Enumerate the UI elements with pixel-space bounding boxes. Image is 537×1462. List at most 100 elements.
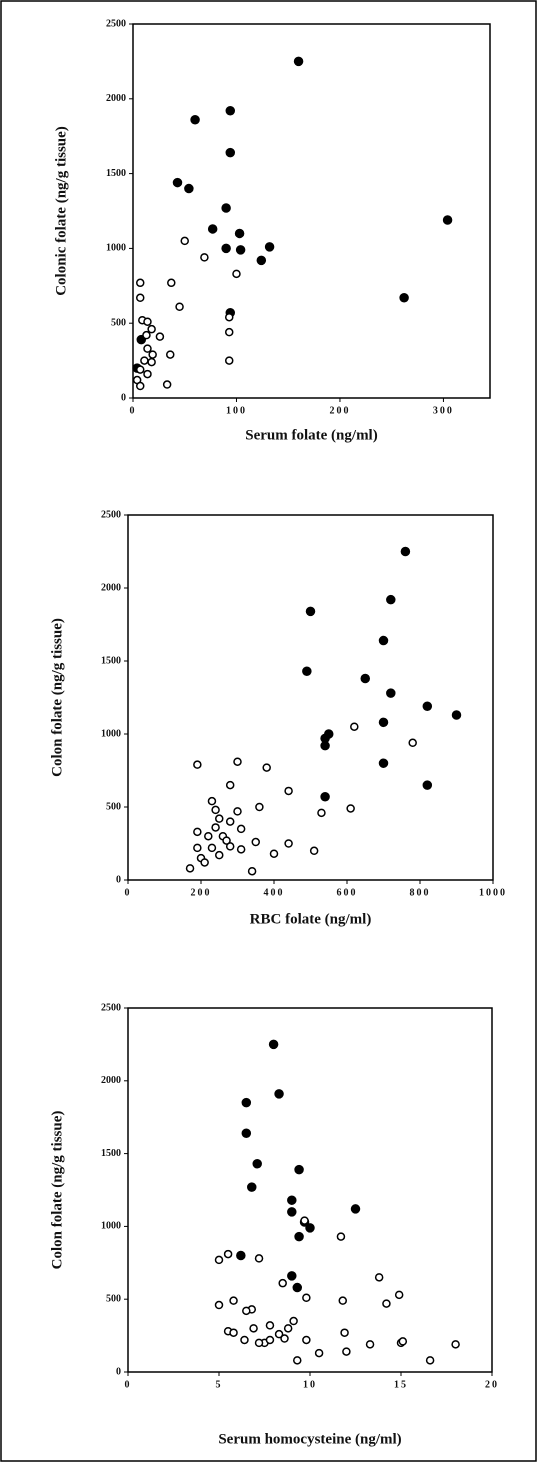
open-point (451, 1340, 460, 1349)
open-point (225, 817, 235, 826)
open-point (204, 831, 213, 841)
filled-point (235, 245, 246, 255)
open-point (155, 332, 165, 341)
open-point (147, 357, 156, 367)
open-point (214, 1255, 224, 1265)
filled-point (256, 255, 267, 266)
open-point (317, 808, 326, 818)
y-tick-label: 1000 (101, 1221, 121, 1232)
filled-point (225, 106, 236, 116)
filled-point (252, 1159, 262, 1169)
x-tick-label: 0 (125, 1379, 132, 1390)
open-point (143, 369, 152, 379)
filled-point (451, 710, 462, 720)
open-point (193, 827, 202, 837)
open-point (365, 1340, 375, 1349)
filled-point (378, 635, 389, 646)
open-point (142, 330, 151, 340)
open-point (135, 278, 145, 288)
x-tick-label: 200 (191, 887, 212, 898)
open-point (236, 845, 246, 854)
open-point (229, 1328, 238, 1337)
x-axis-label: Serum folate (ng/ml) (245, 427, 377, 443)
filled-point (287, 1271, 297, 1281)
open-point (224, 356, 234, 365)
x-tick-label: 400 (264, 887, 285, 898)
open-point (300, 1216, 309, 1225)
open-point (236, 824, 246, 834)
y-tick-label: 0 (116, 1366, 121, 1377)
open-point (278, 1278, 287, 1288)
open-point (211, 823, 220, 832)
filled-point (422, 780, 433, 790)
y-tick-label: 0 (116, 874, 121, 885)
open-point (167, 278, 176, 288)
open-point (135, 293, 145, 303)
y-tick-label: 2500 (106, 18, 126, 29)
filled-point (378, 717, 389, 728)
open-point (215, 814, 224, 823)
filled-point (400, 546, 411, 557)
x-tick-label: 800 (410, 887, 431, 898)
y-tick-label: 2000 (101, 1075, 121, 1086)
open-point (338, 1296, 348, 1305)
open-point (200, 253, 209, 262)
open-point (340, 1328, 349, 1337)
filled-point (320, 792, 330, 802)
y-tick-label: 2000 (101, 582, 121, 593)
open-point (140, 356, 149, 365)
open-point (224, 327, 234, 337)
y-tick-label: 1500 (101, 655, 121, 666)
open-point (200, 858, 209, 867)
filled-point (241, 1097, 252, 1108)
filled-point (292, 1282, 303, 1293)
filled-point (293, 56, 304, 67)
filled-point (274, 1089, 284, 1099)
plot-frame (132, 23, 491, 399)
filled-point (294, 1164, 304, 1175)
open-point (225, 780, 235, 790)
y-tick-label: 1000 (101, 728, 121, 739)
open-point (143, 317, 152, 326)
open-point (162, 380, 172, 389)
open-point (346, 804, 355, 813)
filled-point (207, 224, 218, 234)
open-point (232, 269, 241, 279)
filled-point (287, 1207, 297, 1217)
open-point (166, 350, 175, 359)
open-point (394, 1290, 404, 1300)
open-point (215, 850, 224, 860)
open-point (284, 786, 293, 796)
open-point (302, 1293, 311, 1302)
filled-point (190, 114, 200, 125)
open-point (398, 1337, 408, 1346)
filled-point (386, 594, 396, 605)
open-point (249, 1324, 258, 1333)
open-point (254, 1254, 264, 1263)
x-tick-label: 15 (394, 1379, 408, 1390)
open-point (262, 763, 271, 772)
open-point (269, 849, 279, 858)
open-point (240, 1335, 249, 1345)
y-tick-label: 2000 (106, 93, 126, 104)
y-tick-label: 2500 (101, 1002, 121, 1013)
x-axis-label: RBC folate (ng/ml) (250, 911, 372, 927)
open-point (147, 324, 156, 334)
open-point (223, 1249, 233, 1259)
y-axis-label: Colon folate (ng/g tissue) (49, 618, 65, 777)
open-point (254, 1338, 264, 1348)
x-tick-label: 10 (303, 1379, 317, 1390)
filled-point (241, 1128, 252, 1138)
y-tick-label: 500 (111, 317, 126, 328)
x-tick-label: 5 (216, 1379, 223, 1390)
open-point (135, 381, 145, 391)
open-point (309, 846, 319, 856)
open-point (336, 1232, 346, 1241)
x-tick-label: 100 (226, 405, 247, 416)
filled-point (236, 1250, 246, 1261)
open-point (143, 344, 152, 353)
y-tick-label: 1500 (101, 1148, 121, 1159)
open-point (302, 1335, 311, 1345)
filled-point (378, 758, 389, 768)
